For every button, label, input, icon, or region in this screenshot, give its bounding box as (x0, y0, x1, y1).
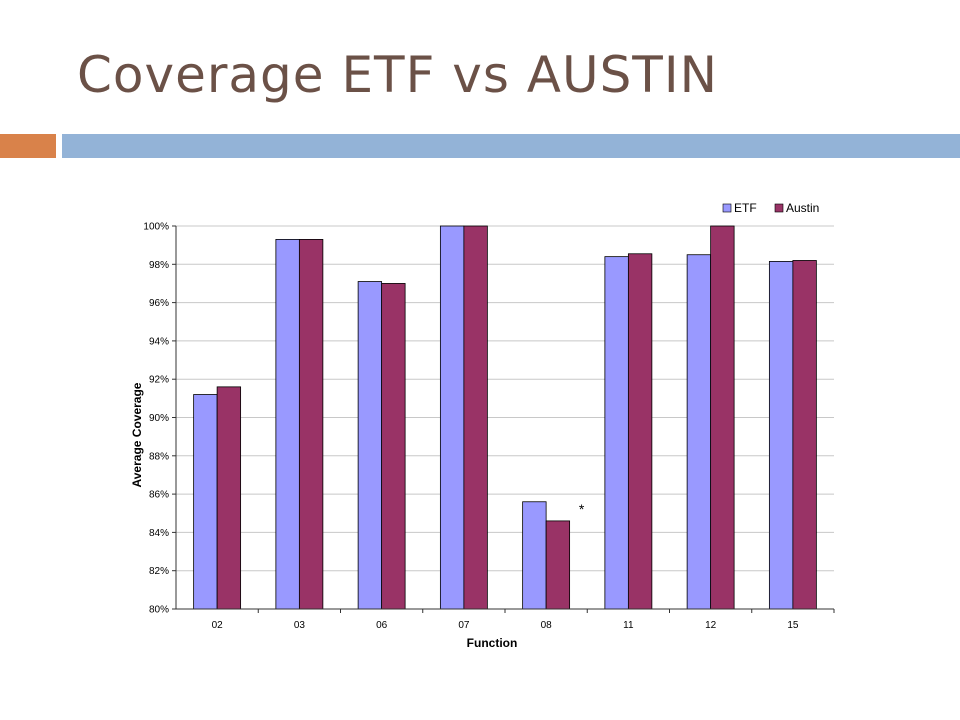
coverage-bar-chart: 80% 82% 84% 86% 88% 90% 92% 94% 96% 98% 100% 02 03 06… (130, 201, 835, 650)
slide-title: Coverage ETF vs AUSTIN (77, 46, 718, 104)
bar-austin-03 (298, 239, 324, 610)
bar-austin-07 (463, 225, 488, 610)
x-axis-label: Function (467, 636, 518, 650)
bar-austin-15 (792, 260, 817, 610)
bar-austin-11 (627, 253, 653, 610)
y-tick-label: 92% (149, 375, 169, 386)
bar-austin-02 (216, 386, 242, 610)
y-tick-label: 84% (149, 528, 169, 539)
bar-austin-06 (381, 283, 406, 610)
y-axis-label: Average Coverage (130, 382, 144, 487)
y-tick-label: 94% (149, 336, 169, 347)
y-tick-label: 86% (149, 490, 169, 501)
x-tick-label: 11 (623, 620, 634, 631)
bar-etf-07 (439, 225, 465, 610)
y-tick-label: 82% (149, 566, 169, 577)
x-tick-label: 12 (705, 620, 717, 631)
x-tick-label: 07 (458, 620, 470, 631)
x-tick-label: 02 (212, 620, 224, 631)
y-tick-label: 98% (149, 260, 169, 271)
bar-etf-06 (357, 281, 383, 610)
x-tick-label: 15 (787, 620, 799, 631)
legend-swatch-etf (722, 203, 732, 213)
accent-bar-orange (0, 134, 56, 158)
y-tick-label: 96% (149, 298, 169, 309)
bar-etf-15 (768, 261, 794, 610)
axes-group: 80% 82% 84% 86% 88% 90% 92% 94% 96% 98% 100% 02 03 06… (143, 222, 835, 631)
x-tick-label: 06 (376, 620, 388, 631)
accent-bar-blue (62, 134, 960, 158)
legend-label-etf: ETF (734, 201, 757, 215)
bar-austin-12 (710, 225, 735, 610)
grid-lines (176, 225, 834, 572)
bar-etf-03 (275, 239, 300, 610)
bar-etf-11 (604, 256, 629, 610)
significance-annotation: * (579, 501, 585, 517)
y-tick-label: 100% (143, 222, 169, 233)
legend-swatch-austin (774, 203, 784, 213)
bar-etf-02 (193, 394, 218, 610)
bar-etf-12 (686, 254, 712, 610)
legend-label-austin: Austin (786, 201, 819, 215)
bar-austin-08 (545, 520, 571, 610)
x-tick-label: 08 (541, 620, 553, 631)
x-tick-label: 03 (294, 620, 306, 631)
y-tick-label: 90% (149, 413, 169, 424)
bar-etf-08 (522, 501, 547, 610)
y-tick-label: 80% (149, 605, 169, 616)
y-tick-label: 88% (149, 451, 169, 462)
bars-group (193, 225, 817, 610)
legend: ETF Austin (722, 201, 819, 215)
